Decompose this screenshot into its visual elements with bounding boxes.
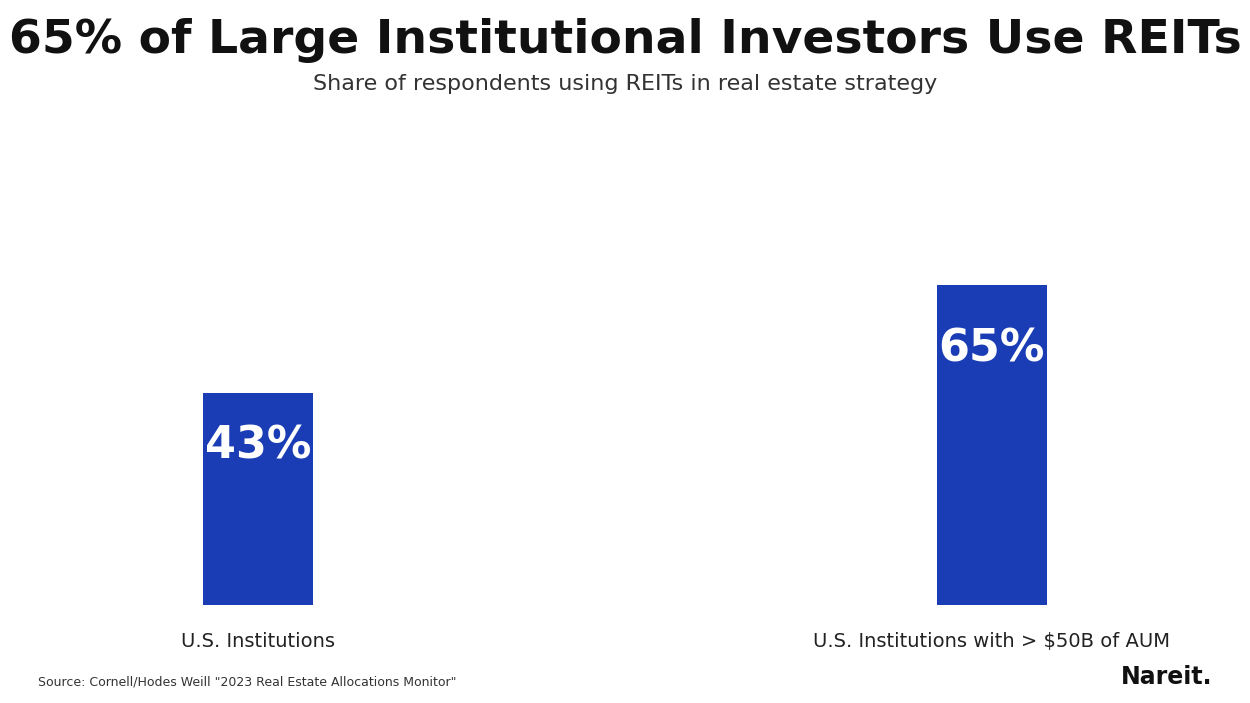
Text: U.S. Institutions with > $50B of AUM: U.S. Institutions with > $50B of AUM — [814, 631, 1170, 651]
Text: 65%: 65% — [939, 327, 1045, 370]
Bar — [204, 393, 314, 605]
Text: Share of respondents using REITs in real estate strategy: Share of respondents using REITs in real… — [312, 74, 938, 93]
Text: 43%: 43% — [205, 425, 311, 467]
Text: Nareit.: Nareit. — [1121, 665, 1212, 689]
Bar — [936, 285, 1046, 605]
Text: Source: Cornell/Hodes Weill "2023 Real Estate Allocations Monitor": Source: Cornell/Hodes Weill "2023 Real E… — [38, 676, 456, 689]
Text: 65% of Large Institutional Investors Use REITs: 65% of Large Institutional Investors Use… — [9, 18, 1241, 63]
Text: U.S. Institutions: U.S. Institutions — [181, 631, 335, 651]
